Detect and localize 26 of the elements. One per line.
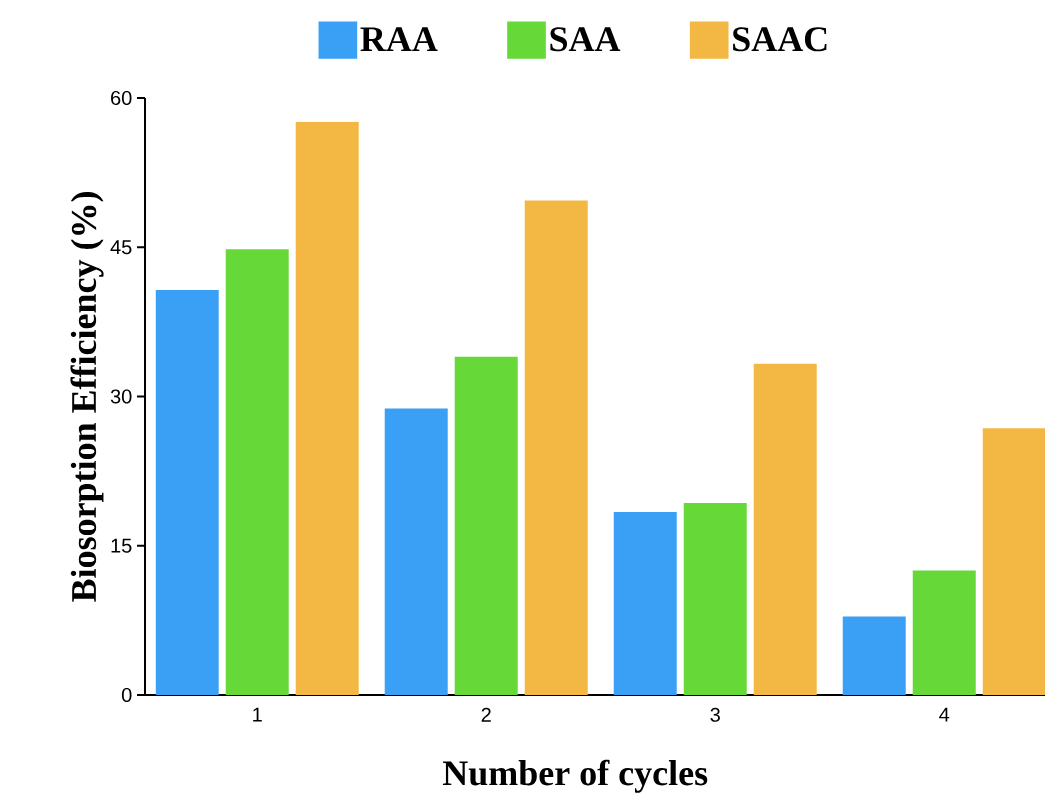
y-tick-label: 30 <box>110 389 132 404</box>
bar <box>384 408 448 695</box>
bar <box>155 290 219 695</box>
bar <box>613 511 677 695</box>
legend-label: SAAC <box>733 27 827 52</box>
bar <box>982 428 1046 695</box>
y-tick-label: 15 <box>111 538 132 553</box>
bar <box>842 616 906 695</box>
x-tick-label: 4 <box>939 707 950 722</box>
y-tick-label: 45 <box>110 240 132 255</box>
bar <box>912 570 976 695</box>
bar <box>295 121 359 695</box>
bar <box>524 200 588 695</box>
legend-label: SAA <box>550 27 621 52</box>
bar <box>454 356 518 695</box>
y-axis-title: Biosorption Efficiency (%) <box>70 192 104 602</box>
legend-label: RAA <box>360 27 438 51</box>
bar <box>753 363 817 695</box>
y-tick-label: 60 <box>111 90 132 106</box>
bar <box>225 249 289 695</box>
x-axis-title: Number of cycles <box>442 759 708 793</box>
x-tick-label: 2 <box>481 707 491 722</box>
x-tick-label: 3 <box>710 707 720 722</box>
y-tick-label: 0 <box>121 687 132 703</box>
bar <box>683 502 747 695</box>
x-tick-label: 1 <box>253 707 262 722</box>
